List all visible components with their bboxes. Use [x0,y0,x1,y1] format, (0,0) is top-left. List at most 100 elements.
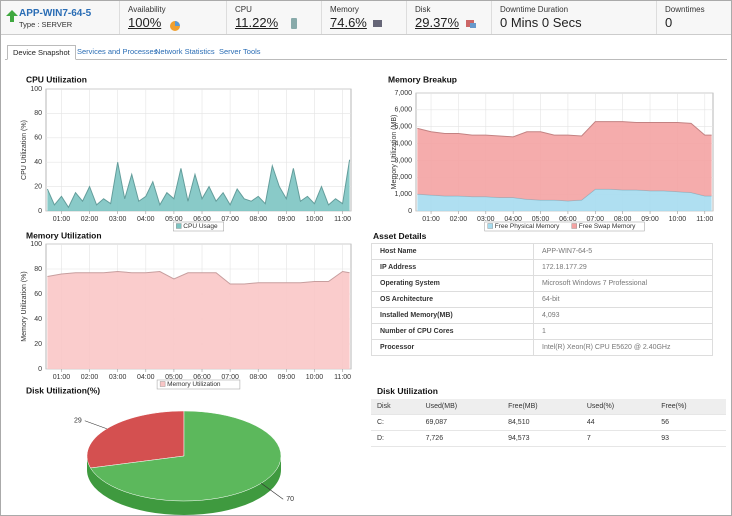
icon [373,20,382,27]
x-tick-label: 09:00 [278,374,296,381]
metric-icon [466,16,478,34]
metric-value[interactable]: 100% [128,15,162,30]
disk-header-row: Disk Used(MB) Free(MB) Used(%) Free(%) [371,399,726,415]
tab[interactable]: Device Snapshot [7,45,76,60]
pie-slice [86,410,185,469]
x-tick-label: 11:00 [334,374,351,381]
disk-cell: 93 [655,430,726,447]
x-tick-label: 02:00 [450,216,468,223]
disk-cell: 69,087 [419,414,503,431]
x-tick-label: 08:00 [249,216,267,223]
y-tick-label: 0 [408,208,412,215]
legend-swatch [571,223,577,229]
disk-col-header: Disk [371,399,420,415]
x-tick-label: 03:00 [477,216,495,223]
series-group [47,270,350,369]
legend-box [484,221,645,232]
metric-icon [373,17,385,35]
metric-icon [169,19,181,37]
disk-cell: 84,510 [502,414,581,431]
pie-leader [261,483,284,500]
chart-title: Memory Breakup [388,74,457,84]
y-axis-label: Memory Utilization (MB) [391,115,398,190]
disk-cell: C: [371,414,420,431]
area-line [46,159,351,209]
disk-cell: 44 [580,414,656,431]
x-tick-label: 06:00 [193,374,211,381]
x-tick-label: 06:00 [193,216,211,223]
y-tick-label: 20 [34,183,42,190]
tab[interactable]: Server Tools [219,47,261,56]
y-tick-label: 0 [38,366,42,373]
legend-swatch [159,381,166,387]
tab[interactable]: Services and Processes [77,47,158,56]
x-tick-label: 05:00 [165,374,183,381]
tab[interactable]: Network Statistics [155,47,215,56]
disk-cell: 94,573 [502,430,581,447]
y-tick-label: 5,000 [394,124,412,131]
pie-leader [84,420,107,430]
disk-table: Disk Used(MB) Free(MB) Used(%) Free(%) C: 69,0… [371,399,726,447]
asset-table: Host Name APP-WIN7-64-5 IP Address 172.18.1… [371,243,713,356]
x-tick-label: 10:00 [669,216,687,223]
disk-cell: 7 [580,430,656,447]
icon [466,20,476,28]
x-tick-label: 05:00 [532,216,550,223]
pie-slice [90,410,282,502]
disk-cell: D: [371,430,420,447]
x-tick-label: 11:00 [334,216,351,223]
metric-label: Availability [128,5,166,14]
x-tick-label: 01:00 [422,216,440,223]
legend-swatch [487,223,493,229]
disk-cell: 7,726 [419,430,503,447]
metric-label: Downtime Duration [500,5,569,14]
icon [291,18,297,29]
y-axis-label: CPU Utilization (%) [21,120,28,180]
metric-value[interactable]: 29.37% [415,15,460,30]
x-tick-label: 09:00 [641,216,659,223]
y-tick-label: 20 [34,341,42,348]
pie-side [87,456,281,515]
x-tick-label: 02:00 [81,374,99,381]
x-tick-label: 04:00 [504,216,522,223]
x-tick-label: 07:00 [587,216,605,223]
x-tick-label: 07:00 [221,374,239,381]
metric-value[interactable]: 11.22% [235,15,279,30]
y-tick-label: 3,000 [394,157,412,164]
area-line [47,270,350,285]
header-bar: APP-WIN7-64-5 Type : SERVER Availability… [1,1,731,35]
x-tick-label: 04:00 [137,216,155,223]
metric-cell: Downtime Duration 0 Mins 0 Secs [491,1,657,34]
metric-value: 0 Mins 0 Secs [500,15,582,30]
x-tick-label: 01:00 [53,374,71,381]
series-group [46,159,351,211]
disk-col-header: Used(%) [580,399,656,415]
x-tick-label: 06:00 [559,216,577,223]
x-tick-label: 04:00 [137,374,155,381]
metric-value[interactable]: 74.6% [330,15,367,30]
asset-value: Intel(R) Xeon(R) CPU E5620 @ 2.40GHz [533,339,713,356]
area-fill [417,121,712,201]
up-arrow-icon [6,10,18,22]
device-name[interactable]: APP-WIN7-64-5 [19,8,92,19]
disk-table-title: Disk Utilization [377,386,438,396]
y-tick-label: 4,000 [394,140,412,147]
legend-label: CPU Usage [183,223,218,230]
legend-swatch [176,223,182,229]
metric-cell: Availability 100% [119,1,227,34]
y-tick-label: 2,000 [394,174,412,181]
metric-cell: Downtimes 0 [656,1,731,34]
metric-label: Memory [330,5,359,14]
metric-cell: Memory 74.6% [321,1,407,34]
y-tick-label: 100 [30,86,42,93]
pie-value-label: 70 [286,496,294,503]
x-tick-label: 01:00 [53,216,71,223]
y-tick-label: 0 [38,208,42,215]
disk-cell: 56 [655,414,726,431]
x-tick-label: 03:00 [109,216,127,223]
metric-value: 0 [665,15,673,30]
chart-title: Disk Utilization(%) [26,385,100,395]
legend-label: Free Physical Memory [495,223,560,230]
